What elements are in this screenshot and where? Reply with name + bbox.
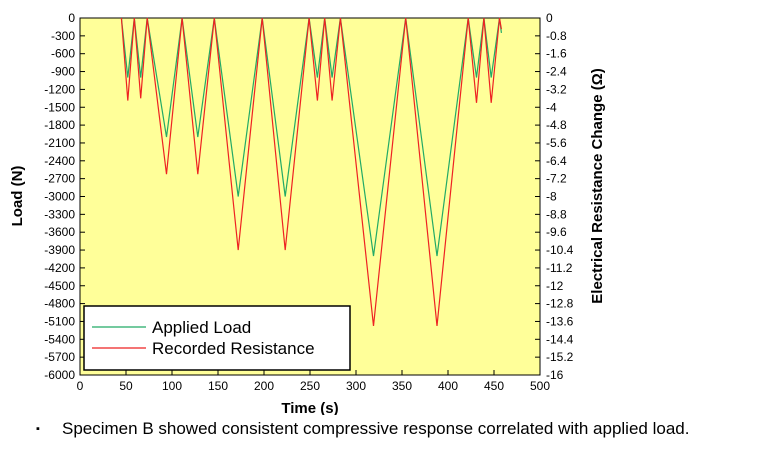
legend-box <box>83 305 351 371</box>
y-tick-label: -600 <box>51 47 75 61</box>
series-line-recorded-resistance <box>120 17 502 326</box>
y-axis-right: 0 -0.8 -1.6 -2.4 -3.2 -4 -4.8 -5.6 -6.4 -7.2 -8 -8.… <box>535 11 574 382</box>
legend: Applied Load Recorded Resistance <box>83 305 351 371</box>
y2-tick-label: -2.4 <box>546 65 567 79</box>
y2-tick-label: -15.2 <box>546 350 574 364</box>
y-tick-label: -2400 <box>44 154 75 168</box>
y-tick-label: 0 <box>68 11 75 25</box>
caption-text: Specimen B showed consistent compressive… <box>62 419 690 438</box>
y2-tick-label: -8 <box>546 190 557 204</box>
y2-tick-label: -11.2 <box>546 261 573 275</box>
y2-tick-label: 0 <box>546 11 553 25</box>
legend-label-recorded-resistance: Recorded Resistance <box>152 339 315 358</box>
y-tick-label: -4800 <box>44 297 75 311</box>
x-tick-label: 300 <box>346 379 366 393</box>
y2-tick-label: -12 <box>546 279 564 293</box>
x-tick-label: 250 <box>300 379 320 393</box>
y-tick-label: -1800 <box>44 118 75 132</box>
y-tick-label: -2700 <box>44 172 75 186</box>
series-line-applied-load <box>120 17 502 257</box>
y-tick-label: -5100 <box>44 314 75 328</box>
y-tick-label: -5700 <box>44 350 75 364</box>
y-axis-left: 0 -300 -600 -900 -1200 -1500 -1800 -2100 -2400 -2… <box>44 11 85 382</box>
series-layer <box>120 17 502 326</box>
y-tick-label: -3300 <box>44 207 75 221</box>
y-axis-title-left: Load (N) <box>9 166 26 227</box>
x-tick-label: 0 <box>77 379 84 393</box>
y2-tick-label: -0.8 <box>546 29 567 43</box>
y2-tick-label: -1.6 <box>546 47 567 61</box>
x-axis-title: Time (s) <box>281 400 338 415</box>
x-tick-label: 500 <box>530 379 550 393</box>
y2-tick-label: -16 <box>546 368 564 382</box>
legend-label-applied-load: Applied Load <box>152 318 251 337</box>
y-tick-label: -900 <box>51 65 75 79</box>
x-tick-label: 350 <box>392 379 412 393</box>
x-axis: 0 50 100 150 200 250 300 350 400 450 500 <box>77 370 550 393</box>
y2-tick-label: -13.6 <box>546 314 574 328</box>
x-tick-label: 100 <box>162 379 182 393</box>
y2-tick-label: -5.6 <box>546 136 567 150</box>
x-tick-label: 50 <box>119 379 133 393</box>
x-tick-label: 200 <box>254 379 274 393</box>
y-tick-label: -6000 <box>44 368 75 382</box>
y-tick-label: -4500 <box>44 279 75 293</box>
y2-tick-label: -4 <box>546 100 557 114</box>
x-tick-label: 400 <box>438 379 458 393</box>
y2-tick-label: -8.8 <box>546 207 567 221</box>
y2-tick-label: -7.2 <box>546 172 567 186</box>
y2-tick-label: -4.8 <box>546 118 567 132</box>
y2-tick-label: -14.4 <box>546 332 574 346</box>
y-tick-label: -300 <box>51 29 75 43</box>
y-tick-label: -1500 <box>44 100 75 114</box>
x-tick-label: 150 <box>208 379 228 393</box>
y2-tick-label: -3.2 <box>546 82 567 96</box>
y-tick-label: -5400 <box>44 332 75 346</box>
y2-tick-label: -12.8 <box>546 297 574 311</box>
y-tick-label: -3900 <box>44 243 75 257</box>
bullet-icon: ▪ <box>36 423 40 435</box>
y-tick-label: -3000 <box>44 190 75 204</box>
y-axis-title-right: Electrical Resistance Change (Ω) <box>589 68 606 303</box>
y-tick-label: -3600 <box>44 225 75 239</box>
chart: 0 50 100 150 200 250 300 350 400 450 500 0 -300 -600… <box>9 11 606 415</box>
y-tick-label: -2100 <box>44 136 75 150</box>
y2-tick-label: -10.4 <box>546 243 574 257</box>
x-tick-label: 450 <box>484 379 504 393</box>
caption: ▪ Specimen B showed consistent compressiv… <box>36 419 761 439</box>
y2-tick-label: -9.6 <box>546 225 567 239</box>
y-tick-label: -4200 <box>44 261 75 275</box>
y2-tick-label: -6.4 <box>546 154 567 168</box>
y-tick-label: -1200 <box>44 82 75 96</box>
